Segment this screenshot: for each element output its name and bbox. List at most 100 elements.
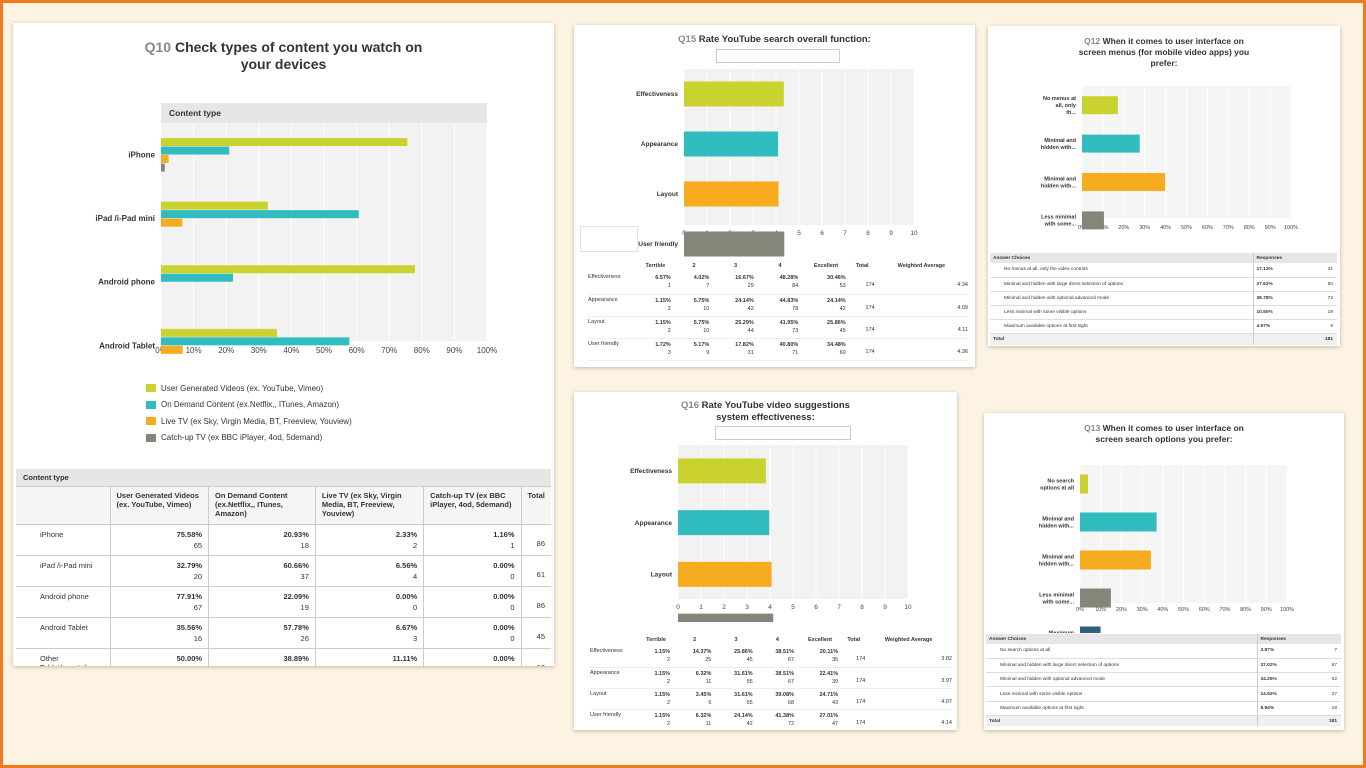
table-row: Maximum available options at first sight… — [990, 319, 1337, 334]
cell-count: 6 — [708, 699, 712, 706]
category-label: Minimal and hidden with... — [1041, 138, 1077, 151]
bar — [161, 210, 359, 219]
x-tick-label: 60% — [349, 346, 365, 355]
cell-percent: 1.72% — [655, 341, 671, 348]
table-row: User friendly 1.72% 3 5.17% 9 17.82% 31 40.80% 7… — [588, 338, 968, 360]
cell-percent: 4.02% — [693, 275, 710, 281]
x-tick-label: 70% — [1223, 225, 1234, 231]
data-cell: 0.00%0 — [423, 586, 521, 617]
cell-count: 9 — [706, 349, 710, 356]
bar — [161, 345, 183, 354]
cell-count: 10 — [703, 327, 710, 334]
row-total: 86 — [520, 586, 551, 617]
data-cell: 4.02% 7 — [675, 272, 714, 294]
cell-count: 2 — [413, 540, 418, 550]
data-cell: 34.48% 60 — [802, 338, 849, 360]
table-row: Android phone 77.91% 67 22.09% 19 0.00% 0 0.00%… — [16, 586, 551, 617]
table-row: Android Tablet 35.56% 16 57.78% 26 6.67% 3 0.00… — [16, 617, 551, 648]
data-cell: 24.14% 42 — [713, 294, 757, 316]
table-row: iPad /i-Pad mini 32.79% 20 60.66% 37 6.56% 4 0.… — [16, 555, 551, 586]
x-tick-label: 100% — [477, 346, 497, 355]
q12-panel: Q12 When it comes to user interface on s… — [988, 26, 1340, 346]
cell-count: 44 — [747, 327, 754, 334]
q10-panel: Q10 Check types of content you watch on … — [13, 23, 554, 666]
data-cell: 24.71% 43 — [798, 688, 842, 709]
q13-title-line1: When it comes to user interface on — [1102, 423, 1244, 433]
cell-count: 0 — [510, 633, 515, 643]
cell-percent: 5.75% — [693, 297, 710, 304]
x-tick-label: 8 — [860, 604, 864, 611]
data-cell: 38.89%7 — [208, 648, 316, 666]
cell-percent: 6.56% — [395, 560, 418, 570]
cell-percent: 39.08% — [775, 691, 795, 698]
bar — [678, 613, 774, 622]
answer-count: 72 — [1327, 295, 1333, 301]
category-label-line: Minimal and — [1044, 176, 1076, 182]
row-total: 174 — [865, 304, 875, 311]
answer-percent: 14.92% — [1256, 686, 1301, 702]
cell-percent: 0.00% — [493, 560, 515, 570]
x-tick-label: 6 — [814, 604, 818, 611]
x-tick-label: 80% — [414, 346, 430, 355]
bar — [684, 81, 784, 107]
category-label: iPhone — [128, 150, 155, 159]
answer-label: Minimal and hidden with optional advance… — [1000, 677, 1106, 683]
cell-count: 43 — [831, 699, 839, 706]
cell-count: 78 — [792, 305, 799, 312]
data-cell: 60.66% 37 — [208, 555, 316, 586]
bar — [1080, 550, 1151, 570]
x-tick-label: 30% — [251, 346, 267, 355]
q12-number: Q12 — [1084, 36, 1101, 46]
cell-count: 11 — [705, 720, 712, 727]
data-cell: 14.37% 25 — [674, 646, 715, 667]
data-cell: 35.56% 16 — [109, 617, 209, 648]
category-label-line: Maximum — [1049, 630, 1074, 633]
data-cell: 16.67% 29 — [713, 272, 757, 294]
data-cell: 6.57% 1 — [636, 272, 675, 294]
cell-count: 7 — [706, 283, 710, 289]
q13-title-line2: screen search options you prefer: — [1095, 434, 1233, 444]
table-row: Other Tablet/smartphone50.00%938.89%711.… — [16, 648, 551, 666]
category-label: Appearance — [635, 520, 673, 527]
table-row: Effectiveness 1.15% 2 14.37% 25 25.86% 45 38.51… — [590, 646, 952, 667]
x-tick-label: 5 — [797, 230, 801, 237]
bar — [161, 273, 234, 282]
legend-swatch-livetv — [146, 417, 156, 426]
cell-percent: 22.09% — [283, 591, 309, 601]
row-label: Appearance — [590, 669, 620, 676]
category-label-line: Less minimal — [1041, 215, 1076, 221]
cell-count: 1 — [510, 540, 515, 550]
cell-percent: 34.48% — [827, 341, 846, 348]
q16-number: Q16 — [681, 400, 699, 411]
cell-percent: 6.32% — [695, 670, 712, 677]
bar — [1082, 211, 1104, 230]
data-cell: 41.95% 73 — [758, 316, 802, 338]
answer-percent: 4.97% — [1252, 319, 1297, 334]
data-cell: 40.80% 71 — [758, 338, 802, 360]
row-label: User friendly — [588, 340, 619, 347]
cell-percent: 2.33% — [395, 529, 418, 539]
data-cell: 6.56% 4 — [314, 555, 424, 586]
data-cell: 6.67% 3 — [314, 617, 424, 648]
bar — [161, 155, 169, 164]
x-tick-label: 50% — [1178, 607, 1189, 613]
cell-percent: 25.29% — [735, 319, 754, 326]
q12-total-label: Total — [993, 337, 1005, 343]
cell-percent: 1.15% — [654, 649, 671, 655]
table-row: Effectiveness 6.57% 1 4.02% 7 16.67% 29 48.28% 8… — [588, 272, 968, 294]
cell-count: 45 — [839, 327, 846, 334]
answer-percent: 39.78% — [1252, 291, 1297, 306]
table-row: Layout 1.15% 2 3.45% 6 31.61% 55 39.08% 68 24.71%… — [590, 688, 952, 709]
data-cell: 31.61% 55 — [715, 688, 756, 709]
cell-percent: 11.11% — [392, 653, 418, 663]
q16-header-row: Terrible 2 3 4 Excellent Total Weighted Averag… — [590, 634, 952, 646]
bar — [161, 163, 165, 172]
cell-count: 1 — [667, 283, 671, 289]
answer-label: Maximum available options at first sight — [1004, 324, 1088, 330]
cell-count: 9 — [117, 664, 202, 667]
data-cell: 24.14% 42 — [802, 294, 849, 316]
q12-total-row: Total 181 — [990, 333, 1337, 345]
data-cell: 75.58% 65 — [109, 524, 209, 555]
cell-count: 4 — [413, 571, 418, 581]
answer-count: 7 — [1334, 648, 1337, 654]
